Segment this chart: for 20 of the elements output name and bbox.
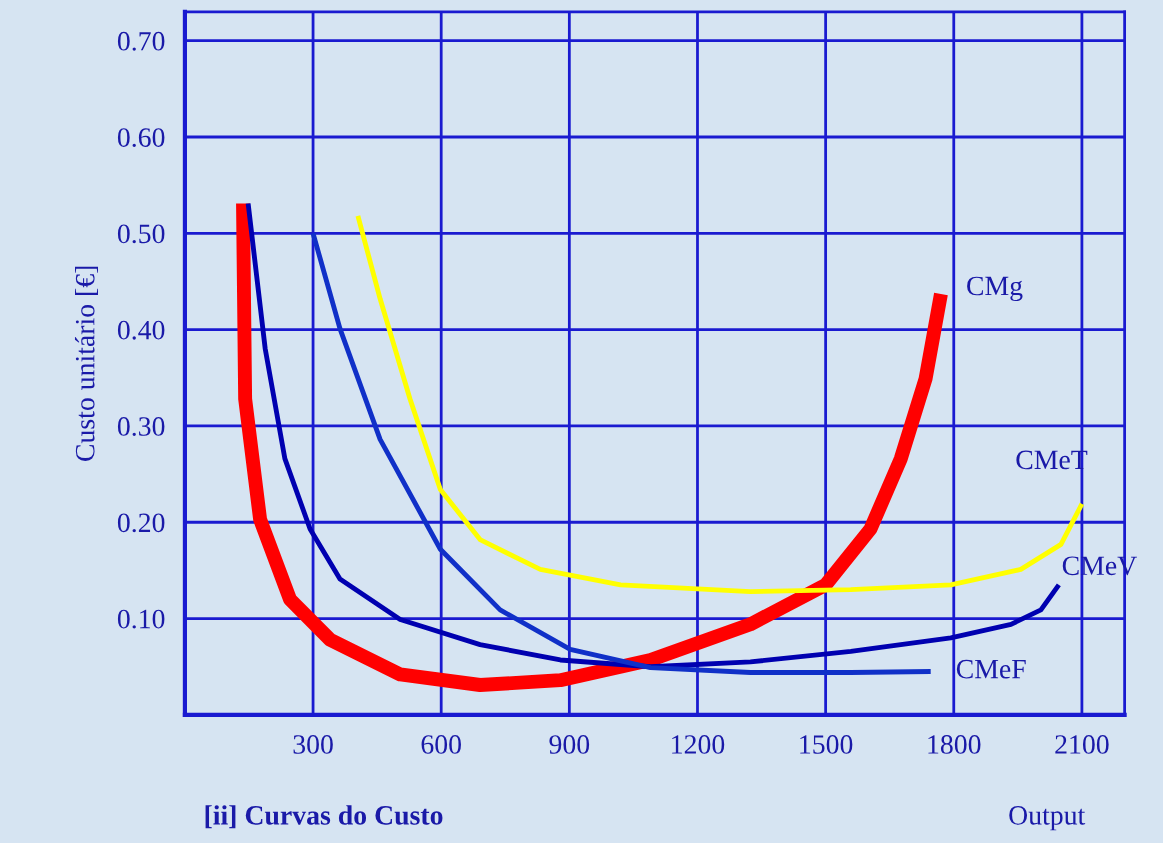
y-tick-label: 0.20 (117, 513, 165, 533)
y-tick-label: 0.50 (117, 224, 165, 244)
x-tick-label: 1200 (672, 735, 725, 754)
series-label: CMg (967, 276, 1023, 302)
line-series (310, 230, 934, 675)
y-axis-title: Custo unitário [€] (74, 266, 98, 461)
series-label: CMeF (956, 659, 1026, 679)
x-axis-title: Output (1009, 806, 1086, 831)
x-tick-label: 300 (293, 735, 333, 754)
text: [ii] Curvas do Custo (205, 805, 443, 829)
x-tick-label: 1500 (800, 735, 853, 754)
y-tick-label: 0.10 (117, 609, 165, 629)
y-tick-label: 0.60 (117, 128, 165, 148)
x-tick-label: 2100 (1055, 735, 1109, 754)
x-tick-label: 600 (421, 735, 461, 754)
y-tick-label: 0.70 (117, 31, 165, 51)
y-tick-label: 0.40 (117, 320, 165, 340)
y-tick-label: 0.30 (117, 417, 165, 436)
x-tick-label: 900 (549, 735, 590, 754)
x-tick-label: 1800 (928, 735, 981, 754)
